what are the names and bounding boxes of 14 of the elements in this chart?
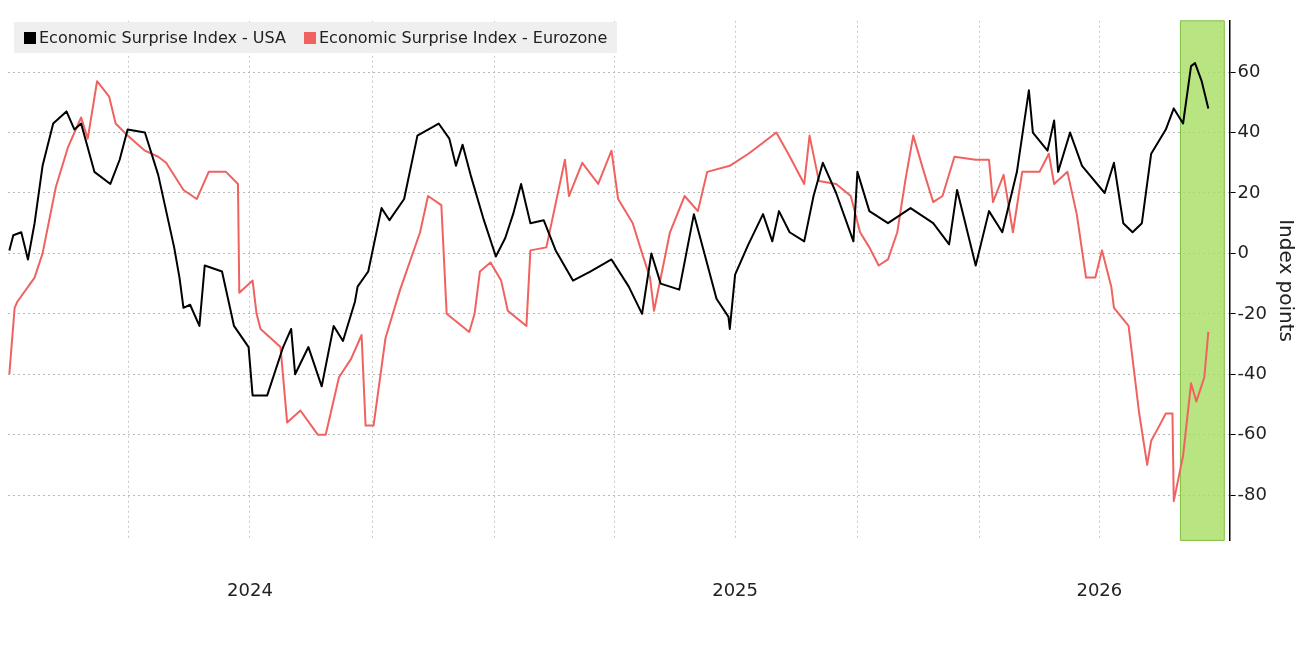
x-tick-label: 2025 — [712, 578, 759, 600]
y-tick-label: -20 — [1237, 301, 1268, 323]
y-tick-label: 60 — [1237, 59, 1261, 81]
y-axis-title: Index points — [1274, 219, 1299, 343]
legend-label: Economic Surprise Index - Eurozone — [318, 28, 608, 47]
y-tick-label: 40 — [1237, 120, 1261, 142]
y-tick-label: 20 — [1237, 180, 1261, 202]
x-tick-label: 2026 — [1076, 578, 1123, 600]
y-tick-label: 0 — [1237, 241, 1250, 263]
legend-label: Economic Surprise Index - USA — [39, 28, 286, 47]
y-tick-label: -80 — [1237, 482, 1268, 504]
x-tick-label: 2024 — [227, 578, 273, 600]
y-tick-label: -60 — [1237, 422, 1268, 444]
y-tick-label: -40 — [1237, 361, 1268, 383]
